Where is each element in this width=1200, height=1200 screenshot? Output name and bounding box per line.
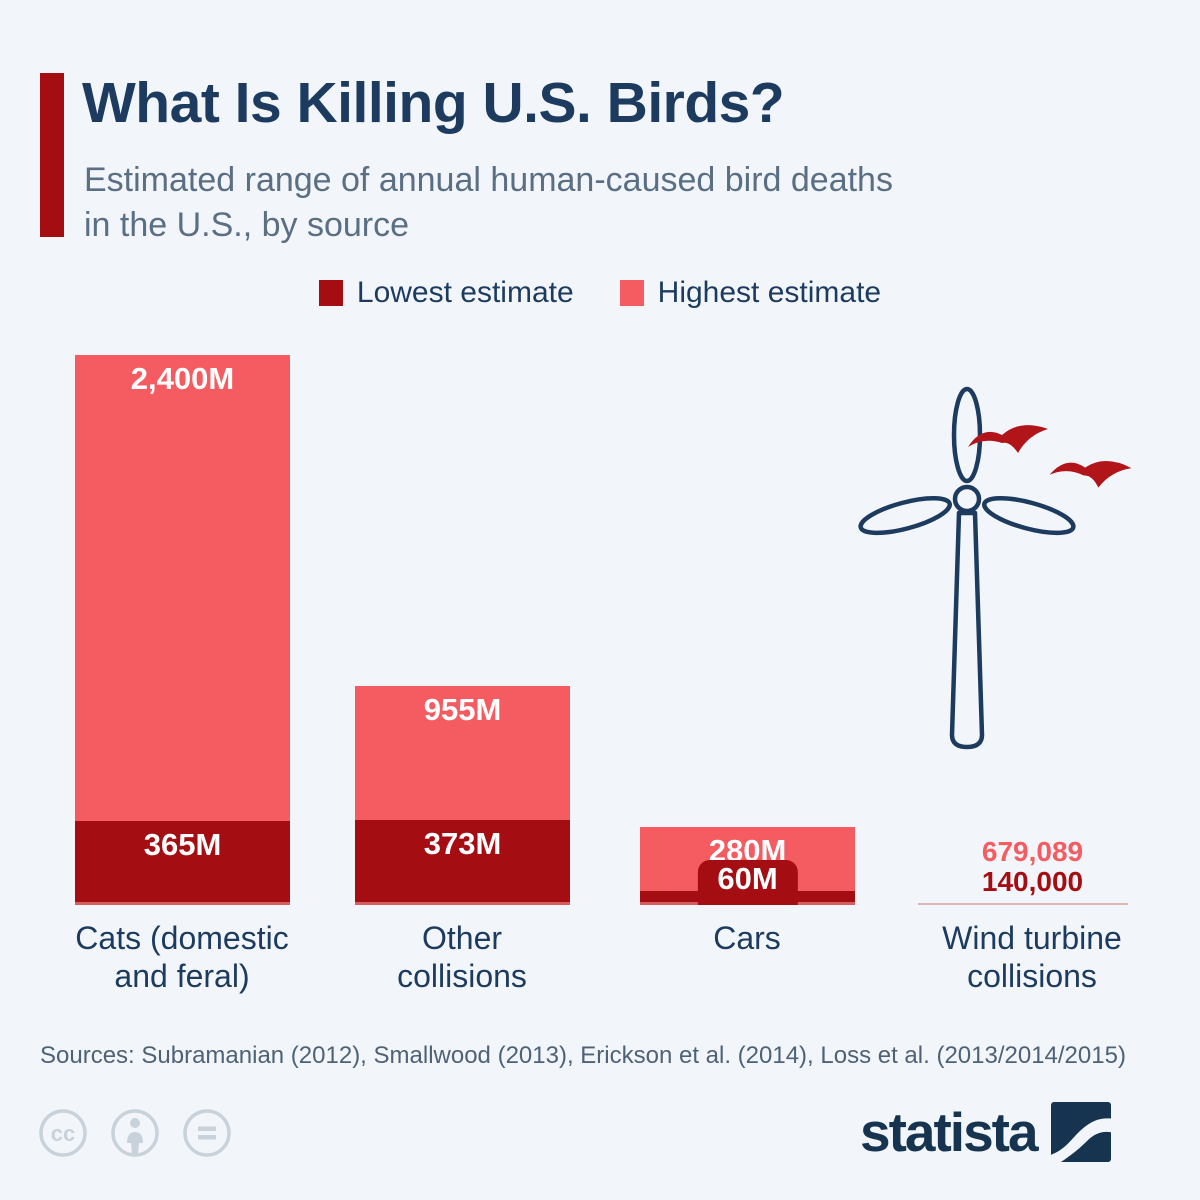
legend-item-lowest: Lowest estimate: [318, 276, 574, 310]
wind-baseline: [918, 903, 1128, 905]
legend-item-highest: Highest estimate: [619, 276, 882, 310]
bar-lowest-other: 373M: [355, 819, 570, 905]
statista-wordmark: statista: [860, 1101, 1039, 1163]
bar-value-lowest-other: 373M: [423, 825, 502, 861]
bar-highest-cats: 2,400M: [75, 355, 290, 905]
page-title: What Is Killing U.S. Birds?: [82, 71, 785, 135]
wind-turbine-illustration: [858, 386, 1132, 750]
bar-column-other-collisions: 955M 373M: [355, 355, 570, 905]
bar-value-lowest-cars-badge: 60M: [697, 860, 798, 905]
attribution-icon: [111, 1109, 159, 1157]
svg-text:cc: cc: [51, 1121, 75, 1146]
category-label-cats: Cats (domestic and feral): [75, 920, 289, 994]
wind-turbine-icon: [858, 386, 1076, 750]
cc-icon: [39, 1109, 87, 1157]
legend-label-lowest: Lowest estimate: [356, 276, 574, 309]
statista-logo[interactable]: statista: [860, 1100, 1111, 1164]
bar-value-highest-other: 955M: [423, 692, 502, 728]
wind-value-lowest: 140,000: [981, 866, 1084, 898]
bar-value-lowest-cats: 365M: [143, 827, 222, 863]
column-wind-turbine: 679,089 140,000: [918, 355, 1140, 905]
bar-column-cars: 280M 60M: [640, 355, 855, 905]
sources-text: Sources: Subramanian (2012), Smallwood (…: [40, 1042, 1126, 1069]
wind-value-highest: 679,089: [981, 836, 1084, 868]
category-label-cars: Cars: [713, 920, 781, 956]
title-accent-bar: [40, 73, 64, 237]
birds-icon: [968, 425, 1132, 488]
wind-turbine-values: 679,089 140,000: [925, 837, 1140, 897]
page-subtitle: Estimated range of annual human-caused b…: [84, 161, 893, 244]
legend: Lowest estimate Highest estimate: [0, 276, 1200, 310]
bar-column-cats: 2,400M 365M: [75, 355, 290, 905]
no-derivatives-icon: [183, 1109, 231, 1157]
legend-swatch-lowest: [318, 280, 343, 306]
legend-label-highest: Highest estimate: [657, 276, 882, 309]
legend-swatch-highest: [619, 280, 644, 306]
license-icons[interactable]: cc: [38, 1107, 248, 1159]
statista-mark-icon: [1050, 1102, 1111, 1162]
bar-value-highest-cats: 2,400M: [130, 361, 235, 396]
bar-lowest-cats: 365M: [75, 821, 290, 905]
category-label-wind-turbine: Wind turbine collisions: [942, 920, 1122, 994]
category-label-other-collisions: Other collisions: [397, 920, 527, 994]
